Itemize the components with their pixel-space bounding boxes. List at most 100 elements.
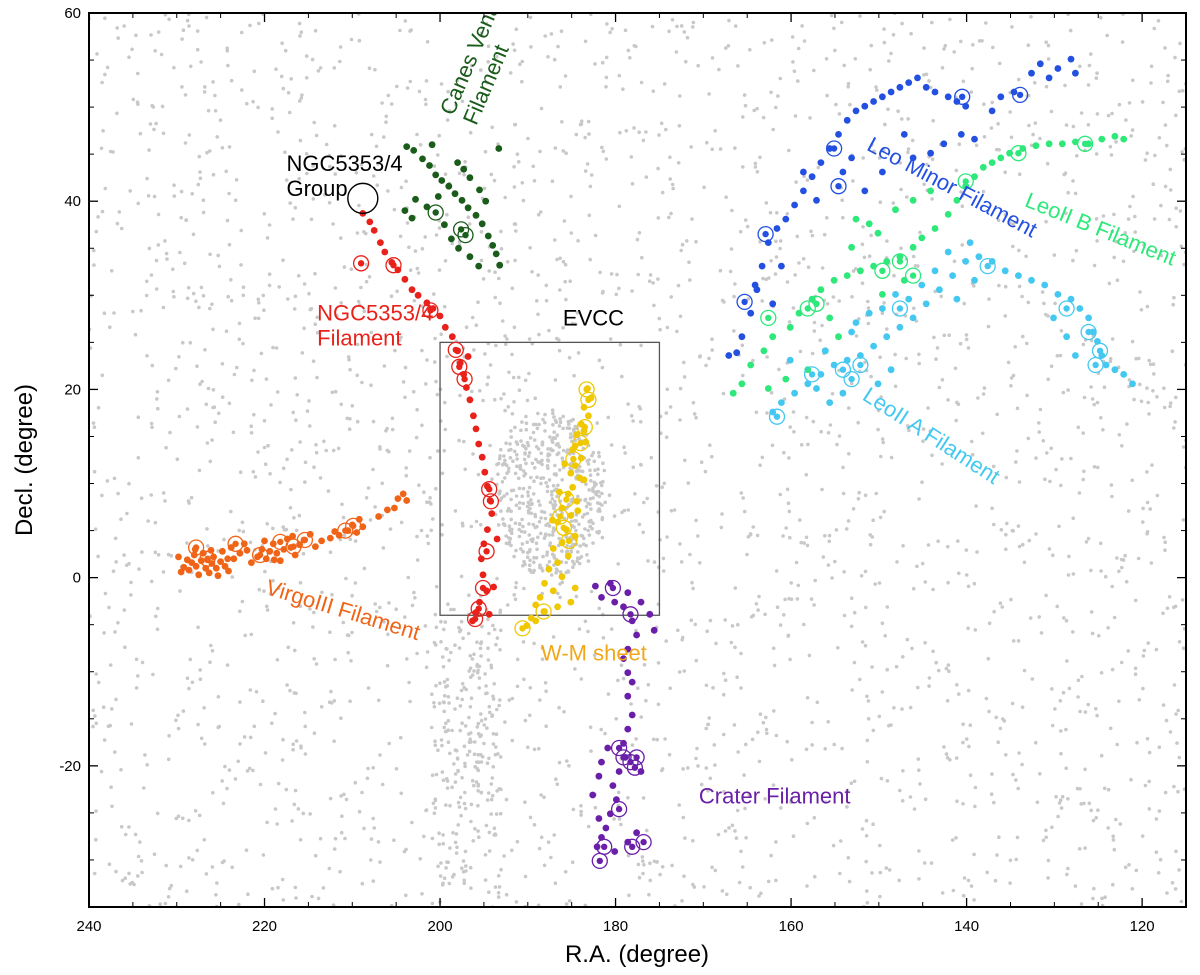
- background-galaxy-point: [765, 355, 769, 359]
- group-center-point: [557, 513, 564, 520]
- background-galaxy-point: [136, 201, 140, 206]
- background-galaxy-point: [338, 59, 342, 64]
- data-point: [466, 253, 474, 261]
- background-galaxy-point: [597, 606, 601, 611]
- background-galaxy-point: [394, 767, 399, 771]
- data-point: [909, 196, 917, 204]
- data-point: [861, 102, 869, 110]
- background-galaxy-point: [635, 237, 640, 242]
- background-galaxy-point: [472, 669, 476, 673]
- background-galaxy-point: [735, 675, 739, 679]
- virgo-cluster-point: [511, 459, 515, 464]
- background-galaxy-point: [1040, 290, 1045, 294]
- background-galaxy-point: [366, 766, 370, 771]
- background-galaxy-point: [164, 445, 168, 450]
- background-galaxy-point: [694, 756, 698, 761]
- background-galaxy-point: [921, 427, 926, 431]
- background-galaxy-point: [962, 876, 967, 880]
- galaxy-group-circle: [427, 204, 444, 221]
- group-center-point: [984, 262, 991, 270]
- background-galaxy-point: [802, 622, 806, 627]
- background-galaxy-point: [107, 862, 112, 866]
- background-galaxy-point: [478, 389, 482, 393]
- background-galaxy-point: [455, 78, 459, 83]
- background-stream-point: [433, 806, 438, 810]
- background-galaxy-point: [1167, 217, 1172, 222]
- background-galaxy-point: [397, 338, 402, 343]
- background-galaxy-point: [1143, 783, 1148, 788]
- virgo-cluster-point: [550, 533, 555, 537]
- background-galaxy-point: [1022, 668, 1027, 673]
- group-center-point: [577, 439, 584, 447]
- background-stream-point: [441, 833, 445, 837]
- background-galaxy-point: [704, 363, 708, 368]
- virgo-cluster-point: [588, 468, 592, 473]
- virgo-cluster-point: [507, 536, 511, 540]
- virgo-cluster-point: [577, 556, 582, 561]
- background-galaxy-point: [672, 508, 677, 512]
- background-galaxy-point: [1147, 779, 1151, 784]
- background-galaxy-point: [994, 715, 998, 720]
- background-galaxy-point: [900, 707, 904, 711]
- background-galaxy-point: [696, 534, 700, 538]
- virgo-cluster-point: [548, 435, 552, 439]
- background-galaxy-point: [366, 486, 371, 490]
- background-galaxy-point: [1177, 755, 1182, 760]
- background-galaxy-point: [1034, 456, 1038, 460]
- virgo-cluster-point: [496, 461, 501, 466]
- background-galaxy-point: [1006, 360, 1011, 365]
- background-galaxy-point: [210, 865, 215, 869]
- background-galaxy-point: [194, 299, 198, 304]
- background-galaxy-point: [828, 423, 833, 427]
- background-galaxy-point: [655, 860, 659, 864]
- background-galaxy-point: [512, 593, 516, 597]
- background-galaxy-point: [668, 405, 673, 409]
- background-galaxy-point: [804, 747, 809, 752]
- background-galaxy-point: [880, 311, 885, 316]
- background-galaxy-point: [660, 767, 665, 771]
- background-galaxy-point: [719, 525, 724, 530]
- background-galaxy-point: [197, 813, 202, 818]
- background-galaxy-point: [344, 576, 348, 581]
- background-galaxy-point: [966, 346, 971, 350]
- background-galaxy-point: [990, 772, 994, 776]
- virgo-cluster-point: [560, 478, 564, 482]
- data-point: [1054, 65, 1062, 72]
- group-center-point: [519, 625, 526, 632]
- background-galaxy-point: [870, 871, 874, 875]
- background-stream-point: [476, 789, 480, 793]
- background-galaxy-point: [1147, 750, 1152, 755]
- background-galaxy-point: [183, 93, 188, 97]
- background-galaxy-point: [899, 187, 903, 192]
- background-galaxy-point: [197, 154, 202, 159]
- background-galaxy-point: [1130, 887, 1135, 891]
- background-stream-point: [432, 705, 437, 709]
- background-galaxy-point: [908, 705, 913, 710]
- y-tick-label: -20: [59, 758, 81, 775]
- background-galaxy-point: [294, 896, 298, 900]
- background-galaxy-point: [567, 764, 571, 768]
- background-galaxy-point: [1041, 439, 1046, 443]
- group-center-point: [959, 93, 966, 101]
- background-galaxy-point: [600, 491, 604, 496]
- background-stream-point: [476, 829, 480, 833]
- data-point: [813, 385, 820, 392]
- data-point: [536, 594, 544, 601]
- data-point: [773, 225, 781, 232]
- background-galaxy-point: [348, 699, 352, 704]
- background-galaxy-point: [375, 183, 380, 187]
- background-galaxy-point: [437, 133, 442, 138]
- background-galaxy-point: [824, 57, 829, 61]
- background-galaxy-point: [369, 858, 373, 862]
- background-galaxy-point: [691, 586, 695, 591]
- data-point: [276, 557, 284, 565]
- background-galaxy-point: [774, 569, 779, 573]
- background-galaxy-point: [1136, 556, 1141, 561]
- data-point: [905, 295, 913, 303]
- background-galaxy-point: [131, 97, 136, 102]
- background-galaxy-point: [968, 773, 973, 777]
- group-center-point: [1081, 140, 1089, 147]
- background-galaxy-point: [634, 628, 638, 633]
- background-galaxy-point: [357, 809, 362, 814]
- background-galaxy-point: [469, 696, 474, 700]
